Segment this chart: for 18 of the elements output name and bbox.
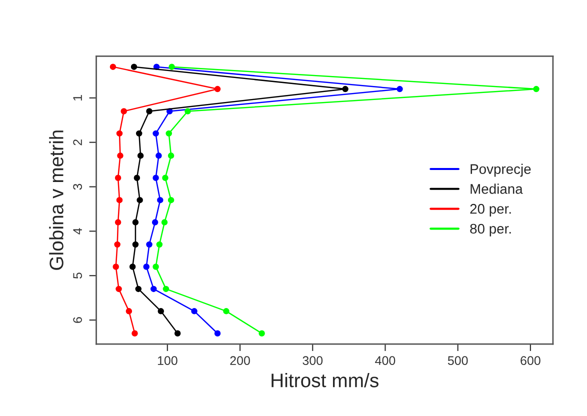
x-tick-label: 100 [158, 356, 178, 366]
legend-label: 80 per. [470, 224, 511, 236]
y-tick-label: 1 [73, 95, 82, 100]
x-tick-label: 200 [230, 356, 250, 366]
legend-label: Povprecje [470, 164, 531, 177]
y-tick-label: 2 [73, 139, 82, 146]
x-tick-label: 300 [302, 356, 323, 366]
legend-label: 20 per. [470, 204, 511, 217]
x-tick-label: 600 [520, 356, 540, 366]
y-tick-label: 5 [73, 272, 82, 279]
y-tick-label: 3 [73, 184, 82, 190]
x-tick-label: 500 [448, 356, 468, 366]
y-tick-label: 6 [73, 317, 82, 323]
y-axis-title: Globina v metrih [49, 130, 64, 270]
legend-label: Mediana [470, 184, 523, 194]
x-tick-label: 400 [375, 356, 396, 366]
y-tick-label: 4 [73, 228, 82, 234]
x-axis-title: Hitrost mm/s [272, 373, 378, 388]
